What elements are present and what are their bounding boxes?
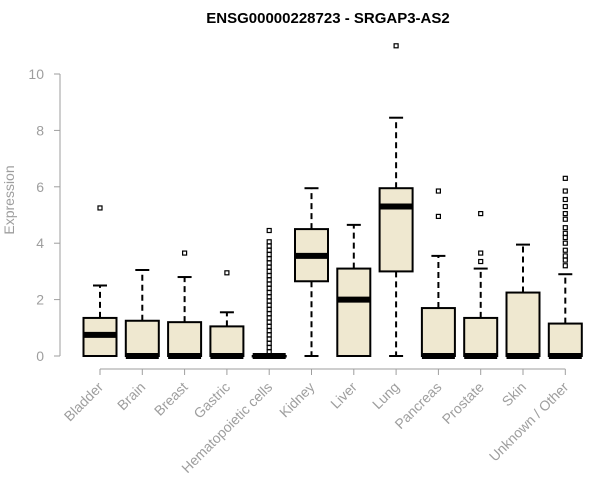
box-iqr — [547, 322, 583, 358]
x-tick-label: Skin — [499, 379, 530, 410]
x-tick-label: Kidney — [276, 379, 318, 421]
outlier-point — [562, 253, 568, 259]
outlier-point — [266, 294, 272, 300]
outlier-point — [266, 328, 272, 334]
outlier-point — [562, 210, 568, 217]
x-tick-label: Breast — [151, 379, 191, 419]
outlier-point — [266, 281, 272, 287]
outlier-point — [562, 230, 568, 236]
box-iqr — [378, 187, 414, 273]
outlier-point — [266, 277, 272, 283]
outlier-point — [478, 250, 484, 256]
box-group — [124, 268, 160, 359]
y-tick-label: 4 — [36, 235, 44, 251]
outlier-point — [562, 234, 568, 241]
outlier-point — [266, 268, 272, 274]
outlier-point — [266, 332, 272, 338]
outlier-point — [266, 273, 272, 279]
y-tick-label: 0 — [36, 348, 44, 364]
outlier-point — [478, 258, 484, 265]
outlier-point — [224, 270, 230, 276]
outlier-point — [266, 306, 272, 313]
outlier-point — [562, 203, 568, 210]
outlier-point — [435, 188, 441, 194]
y-tick-label: 8 — [36, 122, 44, 138]
outlier-point — [562, 240, 568, 246]
box-group — [167, 250, 203, 359]
outlier-point — [266, 302, 272, 308]
boxes-layer — [82, 43, 583, 359]
box-iqr — [505, 291, 541, 357]
x-tick-label: Pancreas — [391, 379, 444, 432]
outlier-point — [97, 205, 103, 211]
outlier-point — [266, 256, 272, 262]
outlier-point — [266, 311, 272, 317]
outlier-point — [393, 43, 399, 49]
outlier-point — [266, 319, 272, 325]
outlier-point — [562, 257, 568, 263]
outlier-point — [478, 210, 484, 217]
x-tick-label: Prostate — [439, 379, 487, 427]
y-tick-label: 2 — [36, 292, 44, 308]
outlier-point — [435, 213, 441, 220]
outlier-point — [266, 264, 272, 270]
outlier-point — [266, 289, 272, 296]
box-group — [294, 187, 329, 357]
box-group — [378, 43, 414, 357]
outlier-point — [266, 239, 272, 245]
outlier-point — [562, 175, 568, 181]
outlier-point — [562, 188, 568, 194]
box-group — [336, 223, 372, 357]
x-tick-label: Brain — [114, 379, 148, 413]
outlier-point — [562, 196, 568, 203]
outlier-point — [266, 298, 272, 304]
outlier-point — [266, 260, 272, 266]
outlier-point — [562, 225, 568, 231]
outlier-point — [562, 216, 568, 222]
box-iqr — [124, 319, 160, 357]
y-axis-label: Expression — [1, 165, 17, 234]
box-group — [209, 270, 245, 359]
y-tick-label: 10 — [28, 66, 44, 82]
outlier-point — [266, 336, 272, 342]
box-group — [82, 205, 118, 357]
outlier-point — [266, 227, 272, 234]
outlier-point — [266, 315, 272, 321]
outlier-point — [266, 247, 272, 253]
x-tick-label: Liver — [327, 379, 360, 412]
outlier-point — [266, 323, 272, 329]
y-tick-label: 6 — [36, 179, 44, 195]
x-tick-label: Bladder — [61, 379, 107, 425]
x-tick-label: Unknown / Other — [486, 379, 572, 465]
box-group — [251, 227, 287, 359]
box-group — [463, 210, 499, 359]
box-iqr — [420, 307, 456, 357]
outlier-point — [266, 243, 272, 249]
box-iqr — [336, 267, 372, 357]
x-tick-label: Lung — [369, 379, 402, 412]
box-group — [547, 175, 583, 359]
y-axis: 0 2 4 6 8 10 — [28, 66, 61, 364]
outlier-point — [266, 340, 272, 346]
box-iqr — [463, 316, 499, 357]
outlier-point — [562, 263, 568, 269]
outlier-point — [562, 247, 568, 253]
box-group — [420, 188, 456, 359]
outlier-point — [266, 344, 272, 351]
outlier-point — [266, 285, 272, 291]
chart-title: ENSG00000228723 - SRGAP3-AS2 — [206, 10, 449, 27]
outlier-point — [266, 251, 272, 258]
outlier-point — [182, 250, 188, 256]
box-iqr — [167, 321, 203, 358]
box-group — [505, 243, 541, 359]
box-iqr — [209, 325, 245, 358]
